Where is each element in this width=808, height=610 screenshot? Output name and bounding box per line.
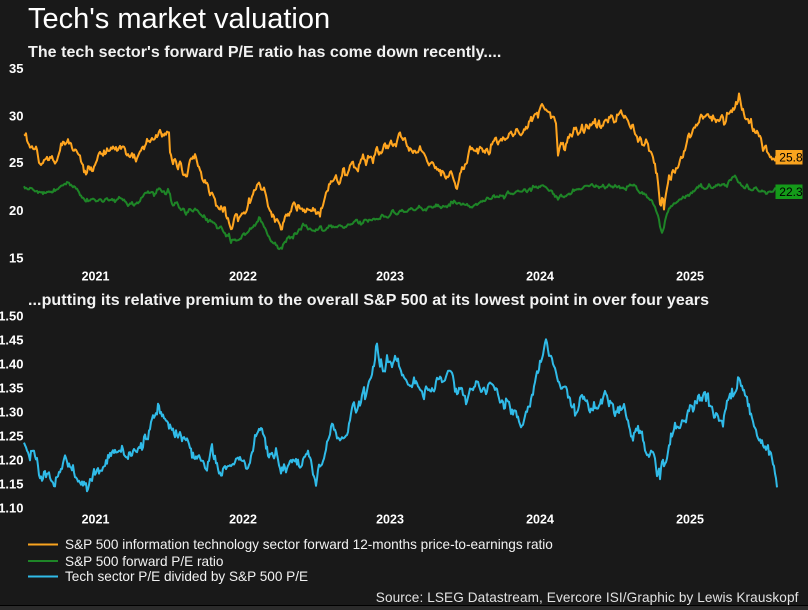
svg-text:2024: 2024	[526, 513, 554, 527]
svg-text:25: 25	[9, 155, 23, 170]
svg-text:15: 15	[9, 251, 23, 266]
svg-text:20: 20	[9, 203, 23, 218]
svg-text:1.20: 1.20	[0, 453, 24, 468]
svg-text:35: 35	[9, 61, 23, 76]
svg-text:2021: 2021	[82, 270, 110, 284]
svg-text:1.25: 1.25	[0, 429, 24, 444]
svg-text:2025: 2025	[676, 513, 704, 527]
svg-text:30: 30	[9, 109, 23, 124]
svg-text:1.50: 1.50	[0, 309, 24, 324]
svg-text:2021: 2021	[82, 513, 110, 527]
svg-text:2024: 2024	[526, 270, 554, 284]
svg-text:1.10: 1.10	[0, 501, 24, 516]
svg-text:25.8: 25.8	[779, 151, 803, 165]
svg-text:1.45: 1.45	[0, 333, 24, 348]
svg-text:2025: 2025	[676, 270, 704, 284]
svg-text:1.30: 1.30	[0, 405, 24, 420]
svg-text:1.35: 1.35	[0, 381, 24, 396]
svg-text:2023: 2023	[376, 270, 404, 284]
svg-text:2022: 2022	[229, 513, 257, 527]
svg-text:2022: 2022	[229, 270, 257, 284]
svg-text:22.3: 22.3	[779, 185, 803, 199]
svg-text:1.15: 1.15	[0, 477, 24, 492]
svg-text:1.40: 1.40	[0, 357, 24, 372]
svg-text:2023: 2023	[376, 513, 404, 527]
